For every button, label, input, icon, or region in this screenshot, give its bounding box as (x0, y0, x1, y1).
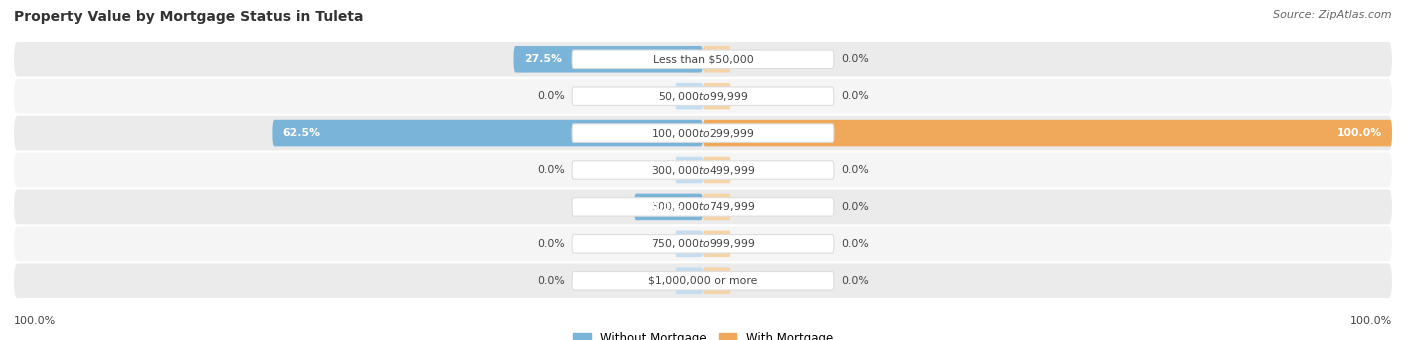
FancyBboxPatch shape (675, 268, 703, 294)
Text: 0.0%: 0.0% (841, 165, 869, 175)
FancyBboxPatch shape (572, 87, 834, 105)
FancyBboxPatch shape (703, 157, 731, 183)
FancyBboxPatch shape (14, 153, 1392, 187)
FancyBboxPatch shape (703, 120, 1392, 147)
Legend: Without Mortgage, With Mortgage: Without Mortgage, With Mortgage (568, 328, 838, 340)
FancyBboxPatch shape (14, 79, 1392, 114)
Text: 0.0%: 0.0% (537, 276, 565, 286)
Text: 0.0%: 0.0% (841, 239, 869, 249)
Text: $500,000 to $749,999: $500,000 to $749,999 (651, 200, 755, 214)
Text: Less than $50,000: Less than $50,000 (652, 54, 754, 64)
FancyBboxPatch shape (14, 226, 1392, 261)
Text: 100.0%: 100.0% (1336, 128, 1382, 138)
Text: Source: ZipAtlas.com: Source: ZipAtlas.com (1274, 10, 1392, 20)
FancyBboxPatch shape (703, 83, 731, 109)
Text: $100,000 to $299,999: $100,000 to $299,999 (651, 126, 755, 140)
FancyBboxPatch shape (703, 231, 731, 257)
Text: 27.5%: 27.5% (524, 54, 562, 64)
FancyBboxPatch shape (675, 83, 703, 109)
Text: 62.5%: 62.5% (283, 128, 321, 138)
FancyBboxPatch shape (14, 264, 1392, 298)
FancyBboxPatch shape (572, 198, 834, 216)
FancyBboxPatch shape (675, 231, 703, 257)
FancyBboxPatch shape (14, 42, 1392, 76)
Text: $50,000 to $99,999: $50,000 to $99,999 (658, 90, 748, 103)
FancyBboxPatch shape (572, 161, 834, 179)
FancyBboxPatch shape (703, 268, 731, 294)
FancyBboxPatch shape (14, 190, 1392, 224)
Text: 0.0%: 0.0% (841, 91, 869, 101)
Text: $750,000 to $999,999: $750,000 to $999,999 (651, 237, 755, 250)
Text: 10.0%: 10.0% (644, 202, 682, 212)
FancyBboxPatch shape (14, 116, 1392, 150)
Text: 0.0%: 0.0% (841, 202, 869, 212)
FancyBboxPatch shape (675, 157, 703, 183)
Text: $1,000,000 or more: $1,000,000 or more (648, 276, 758, 286)
Text: 0.0%: 0.0% (537, 239, 565, 249)
FancyBboxPatch shape (572, 50, 834, 68)
FancyBboxPatch shape (703, 46, 731, 72)
FancyBboxPatch shape (572, 124, 834, 142)
Text: 100.0%: 100.0% (1350, 317, 1392, 326)
FancyBboxPatch shape (572, 272, 834, 290)
FancyBboxPatch shape (703, 193, 731, 220)
Text: 0.0%: 0.0% (841, 276, 869, 286)
Text: $300,000 to $499,999: $300,000 to $499,999 (651, 164, 755, 176)
FancyBboxPatch shape (572, 235, 834, 253)
FancyBboxPatch shape (634, 193, 703, 220)
Text: 0.0%: 0.0% (537, 165, 565, 175)
Text: 100.0%: 100.0% (14, 317, 56, 326)
Text: 0.0%: 0.0% (537, 91, 565, 101)
Text: 0.0%: 0.0% (841, 54, 869, 64)
Text: Property Value by Mortgage Status in Tuleta: Property Value by Mortgage Status in Tul… (14, 10, 364, 24)
FancyBboxPatch shape (513, 46, 703, 72)
FancyBboxPatch shape (273, 120, 703, 147)
